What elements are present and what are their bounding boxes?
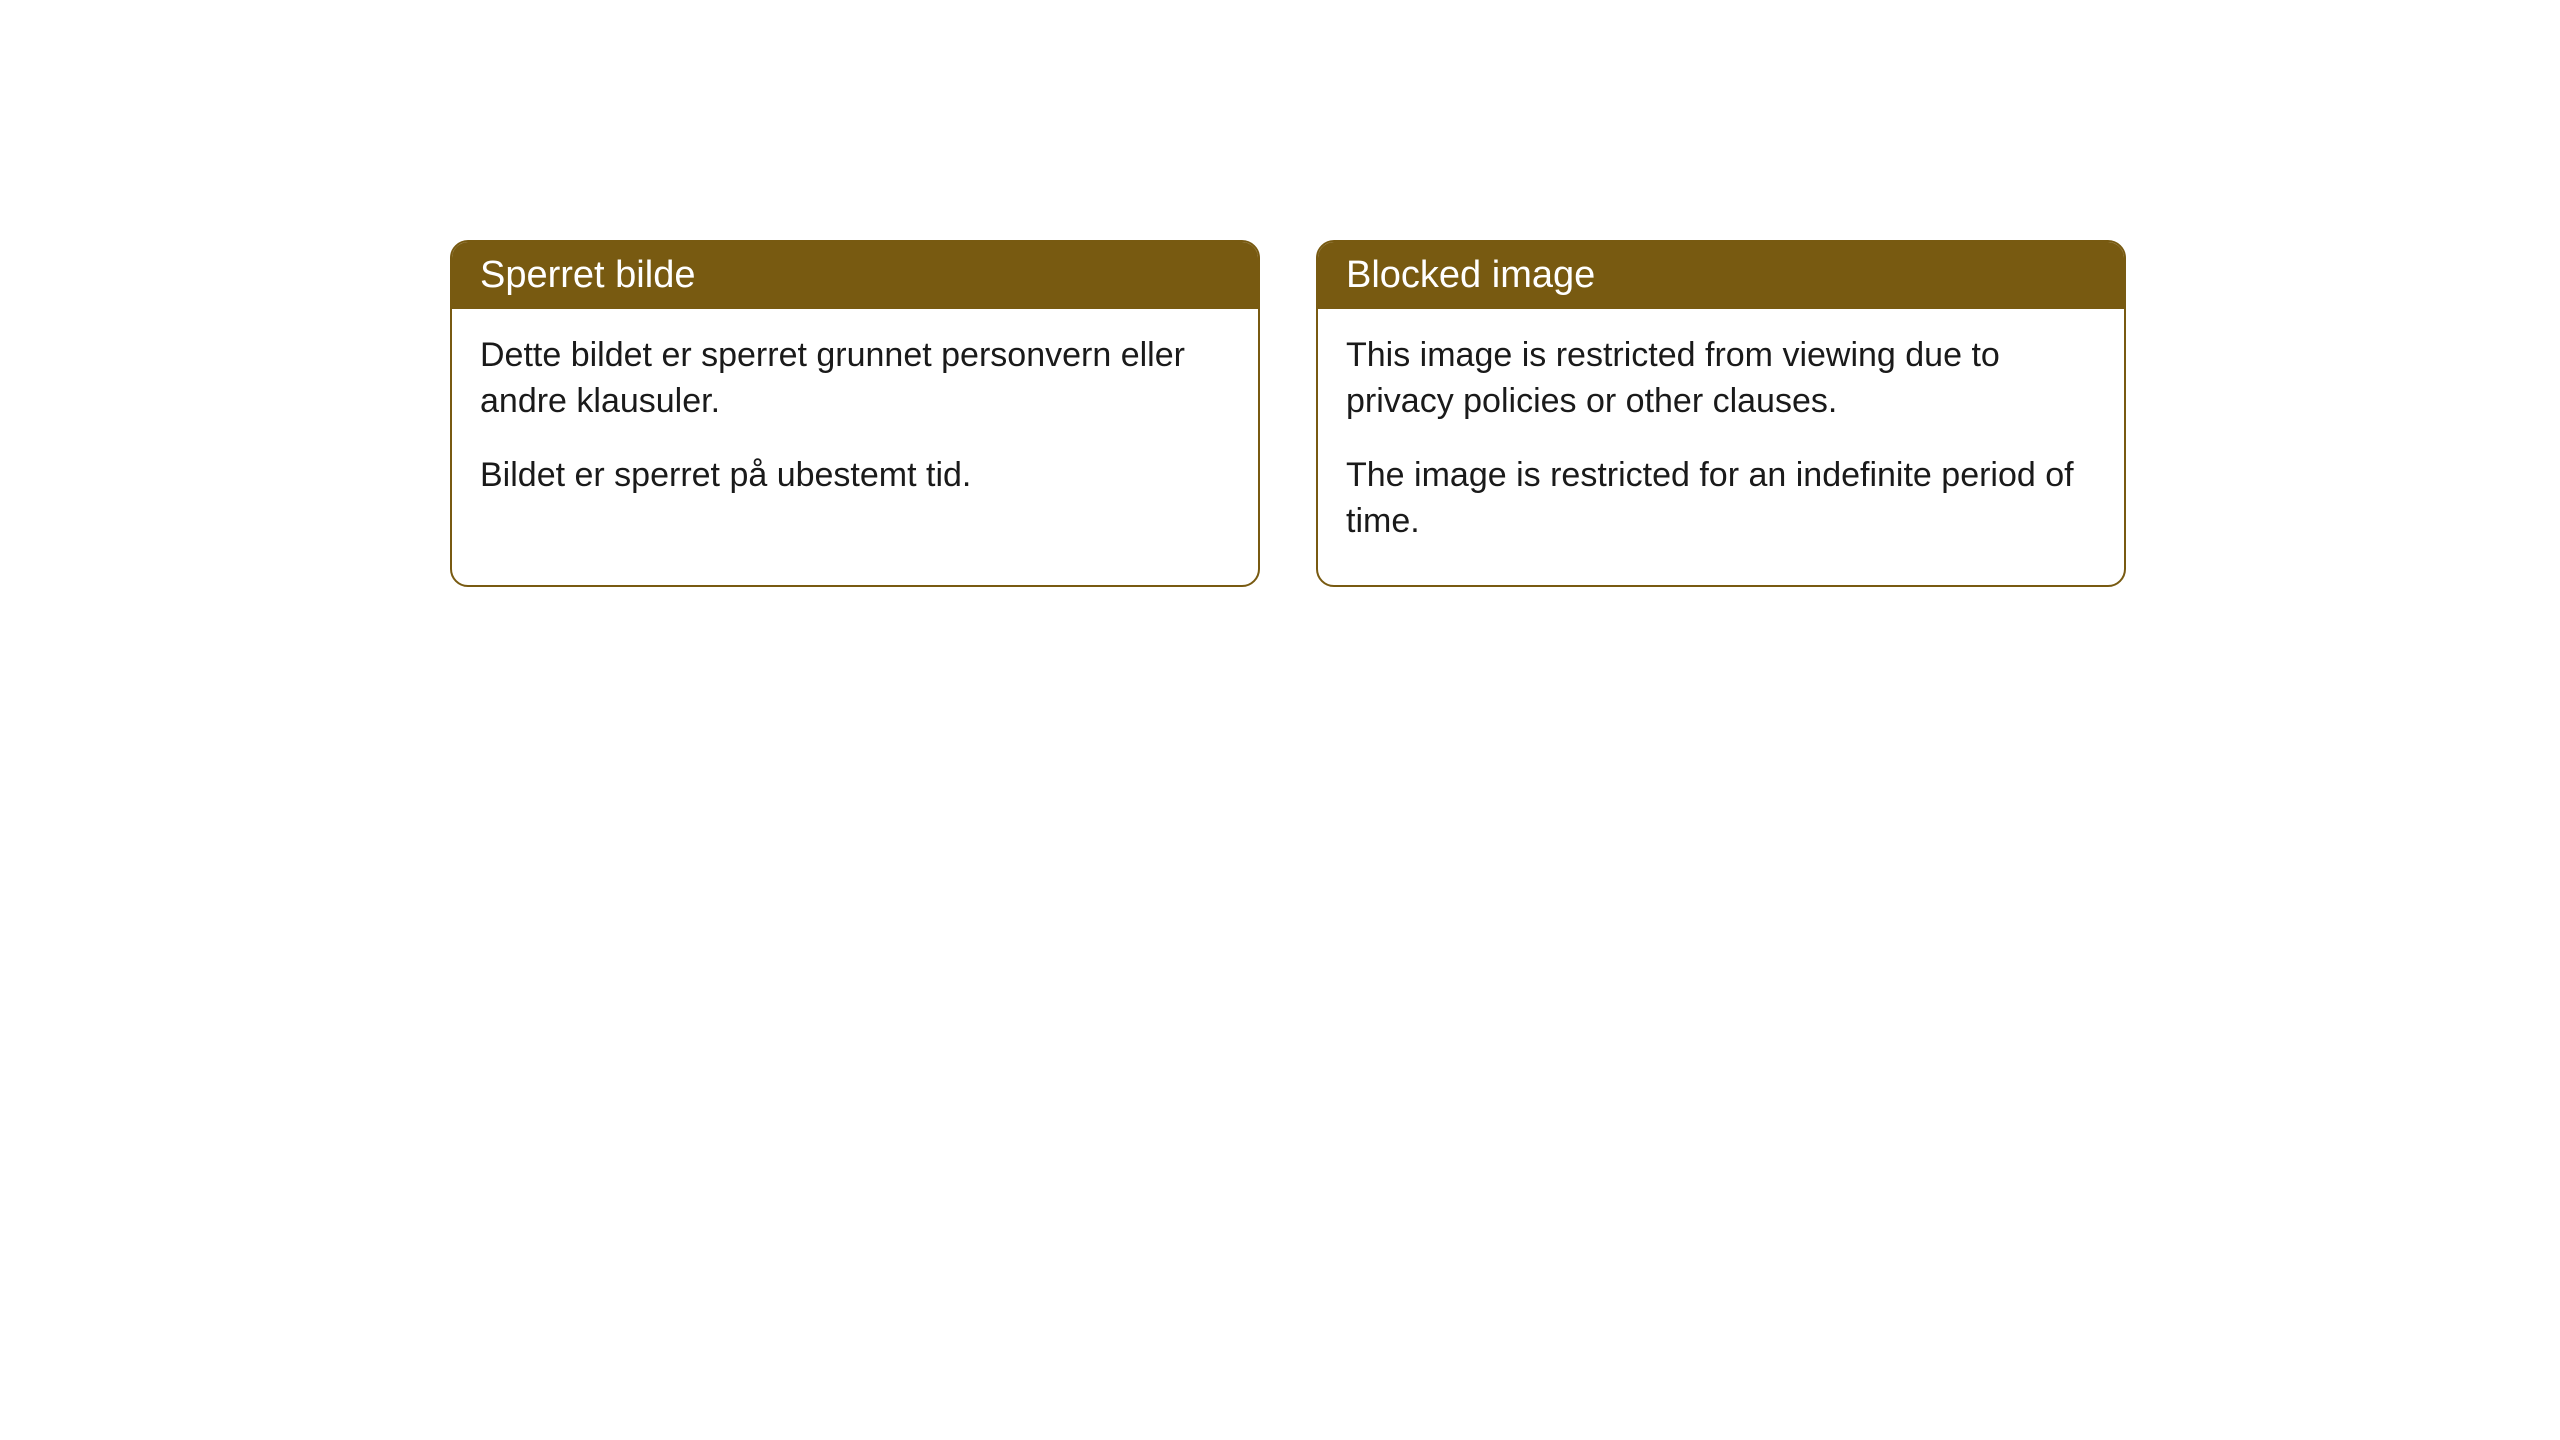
card-paragraph: This image is restricted from viewing du…: [1346, 333, 2096, 425]
card-norwegian: Sperret bilde Dette bildet er sperret gr…: [450, 240, 1260, 587]
card-paragraph: The image is restricted for an indefinit…: [1346, 453, 2096, 545]
card-header-english: Blocked image: [1318, 242, 2124, 309]
card-body-english: This image is restricted from viewing du…: [1318, 309, 2124, 585]
card-paragraph: Bildet er sperret på ubestemt tid.: [480, 453, 1230, 499]
cards-container: Sperret bilde Dette bildet er sperret gr…: [450, 240, 2126, 587]
card-title: Sperret bilde: [480, 254, 695, 296]
card-title: Blocked image: [1346, 254, 1595, 296]
card-paragraph: Dette bildet er sperret grunnet personve…: [480, 333, 1230, 425]
card-body-norwegian: Dette bildet er sperret grunnet personve…: [452, 309, 1258, 539]
card-english: Blocked image This image is restricted f…: [1316, 240, 2126, 587]
card-header-norwegian: Sperret bilde: [452, 242, 1258, 309]
